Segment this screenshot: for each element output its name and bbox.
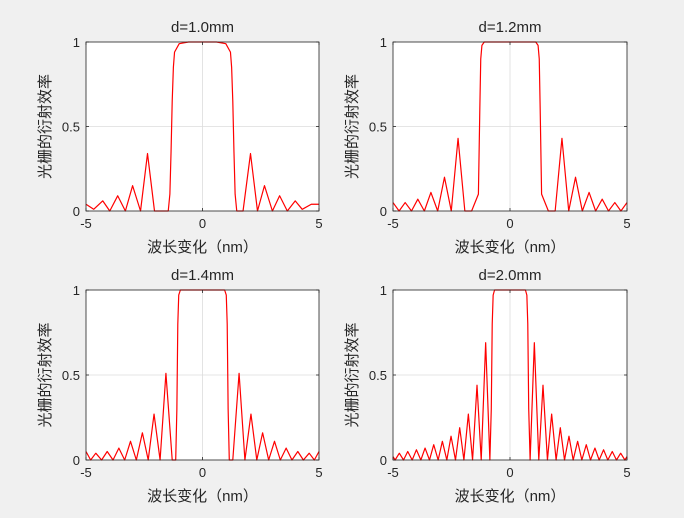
y-tick-label: 0: [380, 204, 387, 219]
chart-title: d=2.0mm: [479, 267, 542, 284]
chart-title: d=1.4mm: [171, 267, 234, 284]
x-tick-label: 0: [199, 465, 206, 480]
x-axis-label: 波长变化（nm）: [147, 488, 258, 505]
x-tick-label: -5: [387, 216, 399, 231]
x-axis-label: 波长变化（nm）: [455, 239, 566, 256]
y-tick-label: 1: [73, 35, 80, 50]
y-tick-label: 0.5: [369, 120, 387, 135]
y-tick-label: 1: [380, 283, 387, 298]
x-tick-label: 0: [199, 216, 206, 231]
y-axis-label: 光栅的衍射效率: [37, 74, 54, 179]
y-tick-label: 1: [73, 283, 80, 298]
y-tick-label: 1: [380, 35, 387, 50]
y-tick-label: 0.5: [62, 120, 80, 135]
y-tick-label: 0.5: [369, 368, 387, 383]
y-tick-label: 0: [73, 453, 80, 468]
chart-title: d=1.0mm: [171, 19, 234, 36]
y-axis-label: 光栅的衍射效率: [37, 322, 54, 427]
x-tick-label: 5: [623, 465, 630, 480]
y-axis-label: 光栅的衍射效率: [344, 74, 361, 179]
x-axis-label: 波长变化（nm）: [147, 239, 258, 256]
x-tick-label: 5: [623, 216, 630, 231]
chart-title: d=1.2mm: [479, 19, 542, 36]
y-tick-label: 0: [73, 204, 80, 219]
x-tick-label: 0: [506, 216, 513, 231]
y-axis-label: 光栅的衍射效率: [344, 322, 361, 427]
x-tick-label: -5: [80, 465, 92, 480]
x-tick-label: -5: [80, 216, 92, 231]
x-tick-label: 5: [315, 216, 322, 231]
y-tick-label: 0.5: [62, 368, 80, 383]
x-tick-label: -5: [387, 465, 399, 480]
y-tick-label: 0: [380, 453, 387, 468]
x-tick-label: 5: [315, 465, 322, 480]
x-axis-label: 波长变化（nm）: [455, 488, 566, 505]
x-tick-label: 0: [506, 465, 513, 480]
